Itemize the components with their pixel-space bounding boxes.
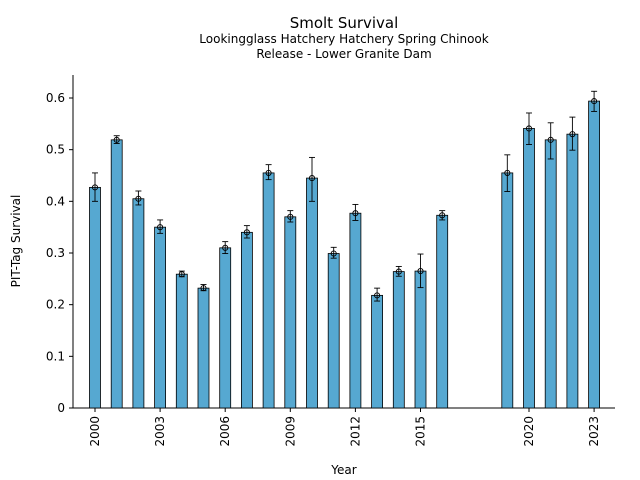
- chart-subtitle-line-1: Lookingglass Hatchery Hatchery Spring Ch…: [199, 32, 488, 46]
- x-tick-label-2000: 2000: [88, 416, 102, 447]
- bar-2007: [240, 225, 253, 409]
- data-point-2002: [135, 195, 142, 202]
- bar-rect-2020: [523, 128, 535, 409]
- x-axis-label: Year: [330, 463, 356, 477]
- data-point-2001: [113, 136, 120, 143]
- x-tick-label-2009: 2009: [283, 416, 297, 447]
- bar-2011: [327, 246, 340, 409]
- data-point-2007: [243, 229, 250, 236]
- data-point-2011: [330, 250, 337, 257]
- data-point-2016: [439, 212, 446, 219]
- bar-rect-2014: [392, 271, 405, 409]
- bar-2012: [349, 203, 362, 409]
- data-point-2012: [352, 210, 359, 217]
- chart-title: Smolt Survival: [290, 14, 399, 32]
- data-point-2010: [308, 175, 316, 182]
- data-point-2021: [547, 136, 554, 143]
- data-point-2000: [91, 184, 99, 191]
- x-tick-label-2006: 2006: [218, 416, 232, 447]
- bar-rect-2007: [240, 231, 253, 409]
- x-tick-label-2003: 2003: [153, 416, 167, 447]
- bar-2022: [566, 116, 579, 409]
- bar-rect-2011: [327, 253, 340, 409]
- bar-rect-2000: [89, 186, 101, 409]
- bar-rect-2015: [414, 270, 427, 409]
- bar-2020: [523, 112, 535, 409]
- data-point-2015: [417, 268, 424, 275]
- bar-rect-2004: [175, 273, 188, 409]
- bar-2002: [132, 190, 145, 409]
- y-axis-label: PIT-Tag Survival: [9, 195, 23, 288]
- bar-rect-2022: [566, 133, 579, 409]
- bar-rect-2016: [436, 214, 449, 409]
- bar-2000: [89, 172, 101, 409]
- bar-2013: [371, 287, 384, 409]
- data-point-2009: [287, 213, 294, 220]
- y-tick-label-6: 0.6: [46, 91, 65, 105]
- y-ticks-group: 0 0.1 0.2 0.3 0.4 0.5 0.6: [46, 91, 73, 415]
- bar-rect-2013: [371, 294, 384, 409]
- bar-2016: [436, 210, 449, 409]
- bar-rect-2006: [219, 247, 232, 409]
- y-tick-label-3: 0.3: [46, 246, 65, 260]
- bars-group: [89, 90, 600, 409]
- data-point-2013: [374, 292, 381, 299]
- data-point-2019: [504, 169, 511, 176]
- y-tick-label-4: 0.4: [46, 194, 65, 208]
- bar-rect-2023: [588, 100, 600, 409]
- data-point-2006: [222, 244, 229, 251]
- data-point-2004: [178, 271, 185, 278]
- y-tick-label-2: 0.2: [46, 298, 65, 312]
- bar-rect-2003: [154, 226, 167, 409]
- bar-rect-2001: [110, 139, 123, 409]
- bar-2010: [306, 156, 318, 409]
- x-tick-label-2020: 2020: [522, 416, 536, 447]
- y-tick-label-1: 0.1: [46, 349, 65, 363]
- bar-rect-2019: [501, 172, 514, 409]
- bar-2001: [110, 135, 123, 409]
- data-point-2020: [525, 125, 533, 132]
- x-tick-label-2012: 2012: [348, 416, 362, 447]
- y-tick-label-0: 0: [57, 401, 65, 415]
- bar-rect-2009: [284, 216, 297, 409]
- data-point-2005: [200, 285, 207, 292]
- bar-rect-2021: [544, 139, 557, 409]
- bar-2006: [219, 241, 232, 409]
- bar-rect-2012: [349, 212, 362, 409]
- bar-2003: [154, 219, 167, 409]
- data-point-2008: [265, 169, 272, 176]
- chart-subtitle-line-2: Release - Lower Granite Dam: [256, 47, 431, 61]
- data-point-2003: [157, 224, 164, 231]
- bar-2021: [544, 122, 557, 409]
- bar-2005: [197, 284, 210, 409]
- bar-2015: [414, 253, 427, 409]
- data-point-2014: [395, 268, 402, 275]
- x-tick-label-2015: 2015: [414, 416, 428, 447]
- x-ticks-group: 2000 2003 2006 2009 2012 2015 2020 2023: [88, 408, 601, 447]
- x-tick-label-2023: 2023: [587, 416, 601, 447]
- data-point-2023: [591, 98, 598, 105]
- bar-2009: [284, 210, 297, 409]
- bar-2004: [175, 270, 188, 409]
- bar-rect-2005: [197, 287, 210, 409]
- data-point-2022: [569, 131, 576, 138]
- y-tick-label-5: 0.5: [46, 143, 65, 157]
- bar-2008: [262, 164, 275, 409]
- bar-rect-2008: [262, 172, 275, 409]
- bar-rect-2002: [132, 198, 145, 409]
- bar-2019: [501, 154, 514, 409]
- bar-rect-2010: [306, 177, 318, 409]
- bar-2014: [392, 265, 405, 409]
- bar-2023: [588, 90, 600, 409]
